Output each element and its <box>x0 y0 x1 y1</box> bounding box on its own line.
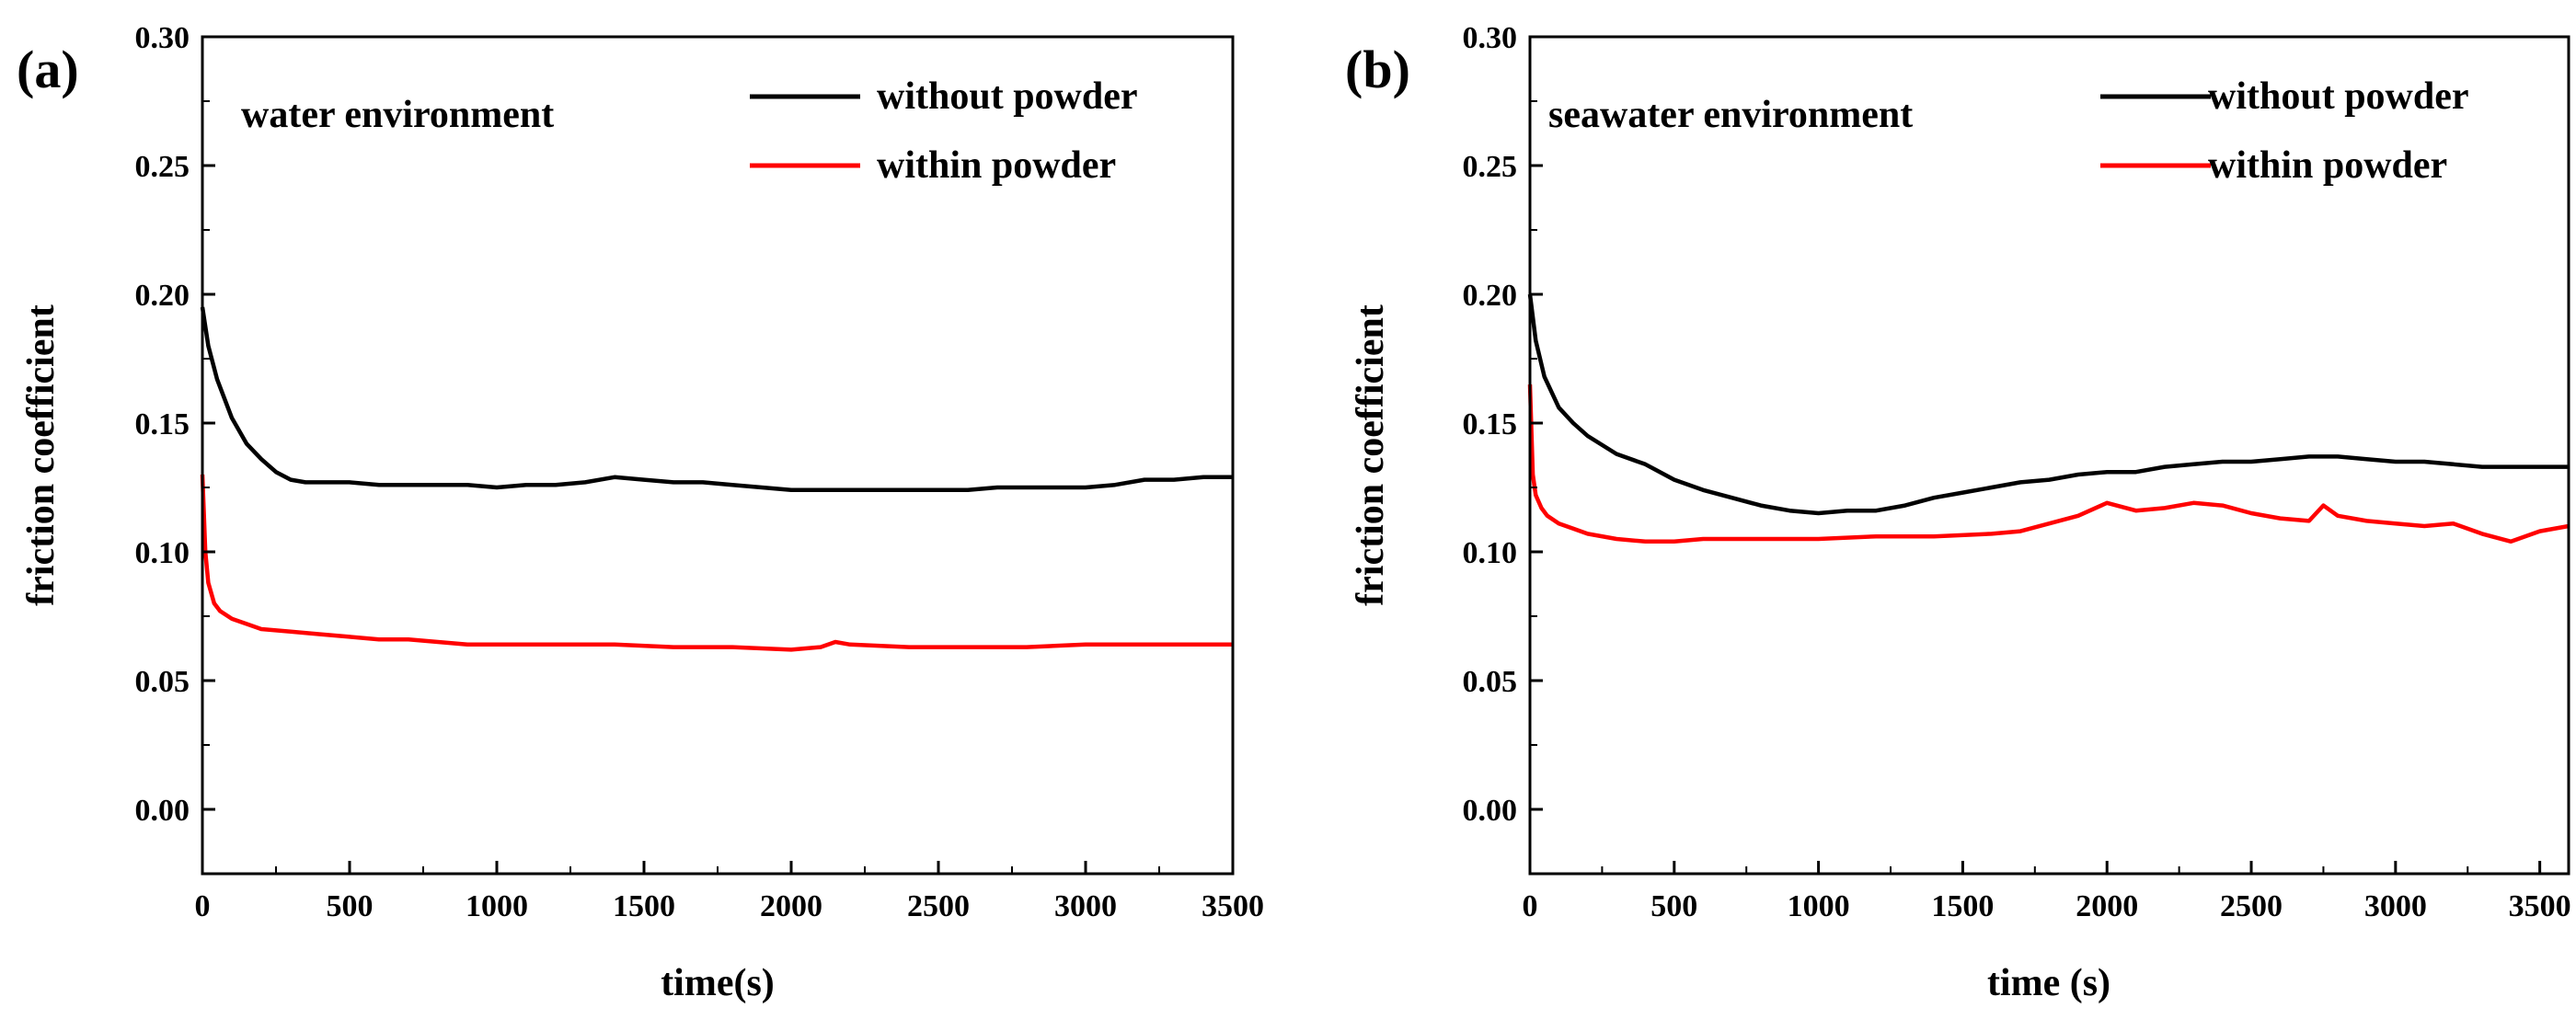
panel-b-legend-label-within-powder: within powder <box>2208 144 2447 187</box>
panel-b-label: (b) <box>1345 40 1410 99</box>
panel-a-x-tick-label: 2000 <box>760 889 822 923</box>
panel-b-x-tick-label: 1000 <box>1788 889 1850 923</box>
panel-b-environment-annotation: seawater environment <box>1548 94 1913 136</box>
panel-a-series-without-powder <box>200 306 1233 493</box>
panel-a-legend-label-without-powder: without powder <box>877 75 1138 118</box>
panel-a-x-tick-label: 0 <box>195 889 211 923</box>
panel-b-y-tick-label: 0.25 <box>1463 150 1518 184</box>
panel-b-y-tick-label: 0.15 <box>1463 407 1518 441</box>
panel-a-y-tick-label: 0.10 <box>135 536 190 570</box>
panel-b-x-tick-label: 3000 <box>2364 889 2427 923</box>
panel-a-y-tick-label: 0.00 <box>135 794 190 828</box>
panel-a-y-tick-label: 0.15 <box>135 407 190 441</box>
panel-b-x-tick-label: 2000 <box>2076 889 2138 923</box>
panel-a-x-tick-label: 1500 <box>613 889 675 923</box>
panel-b-y-tick-label: 0.10 <box>1463 536 1518 570</box>
panel-a-y-tick-label: 0.20 <box>135 279 190 313</box>
panel-a-x-tick-label: 3000 <box>1054 889 1117 923</box>
panel-a-x-tick-label: 2500 <box>907 889 970 923</box>
panel-a-environment-annotation: water environment <box>241 94 554 136</box>
panel-a: 0 500 1000 1500 2000 2500 3000 3500 0.00 0.05 0.10… <box>17 21 1264 1004</box>
panel-a-y-axis-title: friction coefficient <box>20 304 63 606</box>
panel-a-x-axis-title: time(s) <box>661 962 775 1004</box>
panel-a-legend: without powder within powder <box>750 75 1138 187</box>
panel-a-x-tick-label: 500 <box>327 889 374 923</box>
panel-b-x-axis-title: time (s) <box>1987 962 2110 1004</box>
panel-a-label: (a) <box>17 40 79 99</box>
panel-a-x-tick-label: 3500 <box>1202 889 1264 923</box>
panel-b-y-axis-title: friction coefficient <box>1350 304 1392 606</box>
panel-b-series-without-powder <box>1527 293 2569 516</box>
panel-b-y-tick-label: 0.05 <box>1463 665 1518 699</box>
panel-b-x-tick-label: 2500 <box>2220 889 2283 923</box>
panel-a-legend-label-within-powder: within powder <box>877 144 1116 187</box>
panel-b-y-tick-label: 0.00 <box>1463 794 1518 828</box>
panel-b: 0 500 1000 1500 2000 2500 3000 3500 0.00 0.05 0.10… <box>1345 21 2571 1004</box>
panel-b-legend-label-without-powder: without powder <box>2208 75 2469 118</box>
panel-b-x-tick-label: 3500 <box>2509 889 2571 923</box>
panel-a-y-tick-label: 0.25 <box>135 150 190 184</box>
panel-a-x-tick-label: 1000 <box>466 889 528 923</box>
panel-b-series-within-powder <box>1527 384 2570 544</box>
panel-b-x-tick-label: 500 <box>1650 889 1697 923</box>
panel-b-y-tick-label: 0.30 <box>1463 21 1518 55</box>
panel-b-legend: without powder within powder <box>2100 75 2469 187</box>
panel-b-x-tick-label: 0 <box>1523 889 1538 923</box>
panel-b-y-tick-label: 0.20 <box>1463 279 1518 313</box>
panel-a-y-tick-label: 0.30 <box>135 21 190 55</box>
panel-b-plot-frame <box>1528 35 2570 876</box>
panel-a-series-within-powder <box>200 474 1233 652</box>
panel-a-y-tick-label: 0.05 <box>135 665 190 699</box>
panel-b-x-tick-label: 1500 <box>1931 889 1994 923</box>
